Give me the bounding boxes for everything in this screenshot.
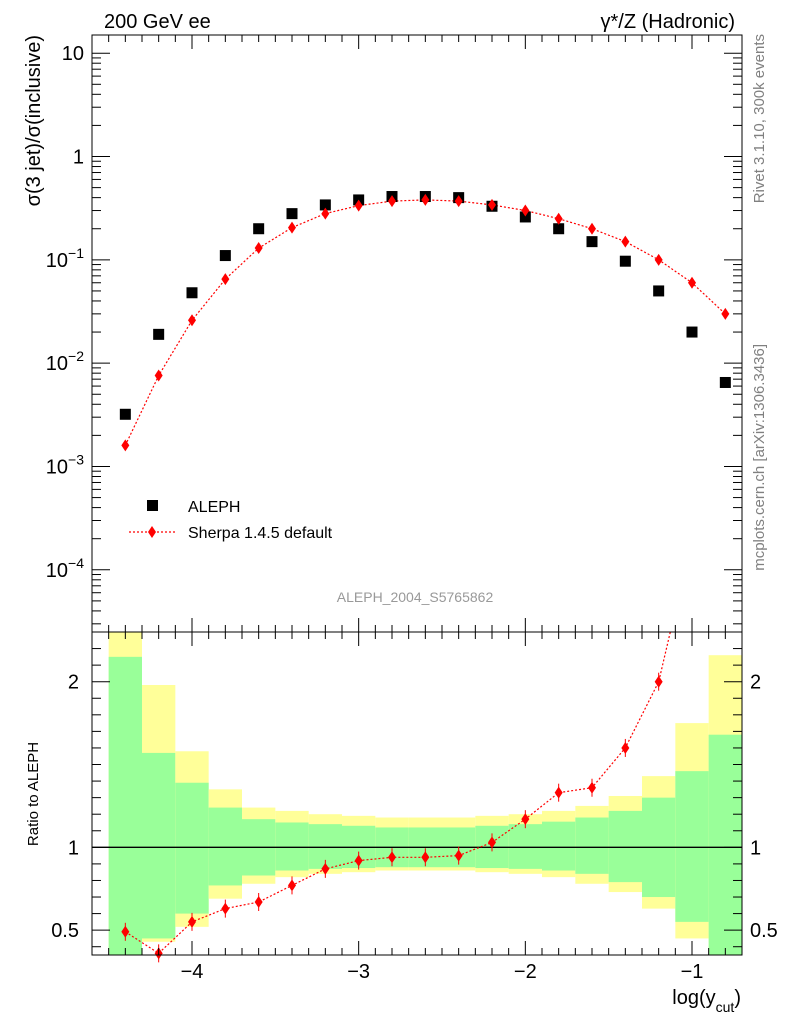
sherpa-ratio-point [554, 786, 563, 799]
x-tick-label: −2 [514, 961, 537, 983]
legend-sherpa-label: Sherpa 1.4.5 default [188, 525, 333, 542]
x-tick-label: −1 [681, 961, 704, 983]
sherpa-ratio-point [654, 675, 663, 688]
inner-band-bin [275, 822, 309, 871]
main-plot-frame [91, 34, 743, 633]
y-tick-label: 10−4 [46, 555, 84, 582]
legend-sherpa-marker [148, 526, 156, 538]
legend-aleph-marker [147, 500, 158, 511]
x-tick-label: −3 [347, 961, 370, 983]
sherpa-point [688, 276, 696, 289]
sherpa-ratio-point [354, 854, 363, 867]
sherpa-point [521, 204, 530, 217]
sherpa-ratio-point [521, 813, 530, 826]
aleph-point [219, 250, 231, 262]
aleph-point [286, 208, 298, 220]
inner-band-bin [208, 807, 242, 886]
inner-band-bin [175, 782, 209, 914]
sherpa-point [188, 314, 196, 327]
ratio-y-tick-label: 0.5 [51, 920, 79, 942]
aleph-point [519, 211, 531, 223]
aleph-point [653, 285, 665, 297]
sherpa-ratio-point [488, 836, 496, 849]
aleph-point [553, 223, 565, 235]
sherpa-ratio-point [588, 781, 596, 794]
ratio-y-tick-label: 1 [68, 837, 79, 859]
aleph-point [619, 255, 631, 267]
y-tick-label: 10 [62, 43, 84, 65]
aleph-point [119, 408, 131, 420]
sherpa-ratio-point [221, 902, 230, 915]
legend-aleph-label: ALEPH [188, 499, 240, 516]
aleph-point [153, 328, 165, 340]
inner-band-bin [708, 734, 742, 955]
y-tick-label: 10−2 [46, 348, 84, 375]
sherpa-point [154, 369, 163, 382]
y-tick-label: 1 [73, 147, 84, 169]
sherpa-ratio-point [421, 851, 430, 864]
sherpa-ratio-point [321, 862, 330, 875]
sherpa-point [588, 222, 596, 235]
main-axes: 10 1 10−1 10−2 10−3 10−4 [46, 35, 743, 955]
ratio-y-tick-label: 2 [68, 672, 79, 694]
aleph-point [586, 236, 598, 248]
sherpa-ratio-point [188, 915, 196, 928]
ratio-axes: −4 −3 −2 −1 0.5 0.5 1 1 2 2 [51, 648, 778, 983]
sherpa-point [121, 439, 130, 452]
sherpa-ratio-curve [124, 631, 671, 955]
aleph-point [719, 376, 731, 388]
sherpa-point [354, 199, 363, 212]
ratio-y-tick-label-right: 2 [750, 672, 761, 694]
inner-band-bin [675, 771, 709, 922]
ratio-y-axis-label: Ratio to ALEPH [25, 742, 42, 846]
x-tick-label: −4 [181, 961, 204, 983]
inner-band-bin [108, 656, 142, 955]
ratio-y-tick-label-right: 0.5 [750, 920, 778, 942]
uncertainty-bands [92, 632, 742, 955]
header-left: 200 GeV ee [104, 11, 211, 33]
aleph-point [686, 326, 698, 338]
header-right: γ*/Z (Hadronic) [601, 11, 735, 33]
y-tick-label: 10−3 [46, 451, 84, 478]
y-tick-label: 10−1 [46, 245, 84, 272]
sherpa-point [454, 195, 463, 208]
legend: ALEPH Sherpa 1.4.5 default [129, 499, 333, 542]
ratio-y-tick-label-right: 1 [750, 837, 761, 859]
x-axis-label: log(ycut) [672, 987, 741, 1015]
sherpa-point [554, 212, 563, 225]
inner-band-bin [575, 817, 609, 874]
sherpa-point [621, 235, 630, 248]
sherpa-point [288, 221, 296, 234]
sherpa-point [654, 253, 663, 266]
sherpa-ratio-point [621, 741, 630, 754]
inner-band-bin [508, 824, 542, 869]
sherpa-ratio-point [454, 849, 463, 862]
sherpa-point [221, 273, 230, 286]
aleph-point [319, 199, 331, 211]
main-plot [119, 191, 731, 452]
ratio-plot-frame [91, 631, 743, 956]
rivet-label: Rivet 3.1.10, 300k events [751, 34, 768, 203]
mcplots-label: mcplots.cern.ch [arXiv:1306.3436] [751, 344, 768, 571]
aleph-point [253, 223, 265, 235]
sherpa-ratio-point [388, 851, 396, 864]
sherpa-point [321, 207, 330, 220]
inner-band-bin [608, 810, 642, 883]
sherpa-point [721, 307, 730, 320]
sherpa-point [488, 198, 496, 211]
inner-band-bin [542, 821, 576, 871]
sherpa-point [421, 193, 430, 206]
ratio-plot [121, 631, 671, 963]
sherpa-curve [124, 199, 726, 446]
sherpa-ratio-point [288, 879, 296, 892]
sherpa-ratio-point [121, 925, 130, 938]
sherpa-ratio-point [254, 895, 263, 908]
y-axis-label: σ(3 jet)/σ(inclusive) [23, 35, 45, 206]
inner-band-bin [142, 752, 176, 939]
sherpa-point [388, 195, 396, 208]
aleph-point [186, 287, 198, 299]
analysis-watermark: ALEPH_2004_S5765862 [337, 589, 494, 605]
sherpa-point [254, 242, 263, 255]
